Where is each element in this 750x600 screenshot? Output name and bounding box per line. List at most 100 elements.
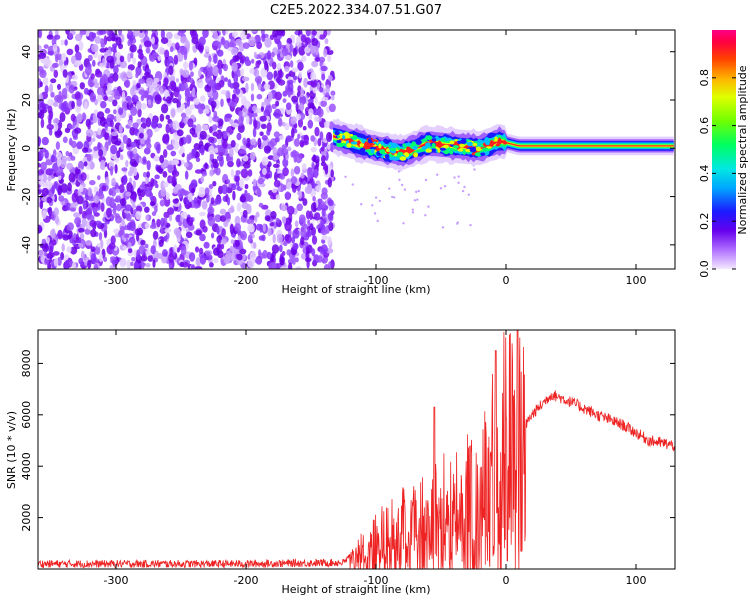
ridge-blotch xyxy=(452,145,459,149)
noise-speckle xyxy=(108,188,113,196)
noise-speckle xyxy=(280,204,288,212)
noise-speckle xyxy=(85,129,94,137)
noise-speckle xyxy=(44,85,49,94)
noise-speckle xyxy=(299,95,306,106)
noise-speckle xyxy=(125,191,132,197)
noise-speckle xyxy=(38,52,47,59)
noise-speckle xyxy=(54,34,61,40)
ridge-blotch xyxy=(399,156,407,161)
noise-speckle xyxy=(190,71,194,77)
noise-speckle xyxy=(166,144,174,151)
noise-speckle xyxy=(232,190,236,201)
noise-speckle xyxy=(41,136,49,146)
noise-speckle xyxy=(427,205,430,208)
noise-speckle xyxy=(270,194,278,200)
noise-speckle xyxy=(66,246,72,253)
noise-speckle xyxy=(295,102,299,113)
noise-speckle xyxy=(229,223,234,235)
noise-speckle xyxy=(127,52,131,63)
noise-speckle xyxy=(208,145,215,155)
noise-speckle xyxy=(213,31,219,40)
x-tick-label: 0 xyxy=(503,574,510,587)
noise-speckle xyxy=(113,93,121,100)
noise-speckle xyxy=(295,266,302,269)
noise-speckle xyxy=(291,95,299,103)
noise-speckle xyxy=(321,155,326,164)
noise-speckle xyxy=(170,108,176,119)
ridge-blotch xyxy=(425,148,432,153)
noise-speckle xyxy=(263,83,271,90)
noise-speckle xyxy=(169,75,176,83)
noise-speckle xyxy=(236,158,241,168)
noise-speckle xyxy=(91,43,99,53)
noise-speckle xyxy=(44,259,49,265)
noise-speckle xyxy=(311,30,318,36)
noise-speckle xyxy=(104,107,111,114)
noise-speckle xyxy=(68,172,76,183)
noise-speckle xyxy=(250,112,258,118)
noise-speckle xyxy=(81,30,87,35)
noise-speckle xyxy=(163,77,169,86)
noise-speckle xyxy=(162,249,168,257)
noise-speckle xyxy=(127,119,133,127)
noise-speckle xyxy=(251,30,257,33)
noise-speckle xyxy=(56,157,62,167)
ridge-blotch xyxy=(415,139,422,145)
noise-speckle xyxy=(168,214,173,222)
ridge-blotch xyxy=(405,142,412,146)
noise-speckle xyxy=(400,183,404,187)
noise-speckle xyxy=(189,127,196,135)
noise-speckle xyxy=(50,91,55,98)
noise-speckle xyxy=(107,96,114,102)
noise-speckle xyxy=(108,160,115,170)
noise-speckle xyxy=(282,217,287,224)
noise-speckle xyxy=(38,136,41,147)
noise-speckle xyxy=(166,31,173,40)
noise-speckle xyxy=(238,116,244,127)
noise-speckle xyxy=(115,36,122,46)
noise-speckle xyxy=(253,68,260,78)
noise-speckle xyxy=(59,112,66,123)
noise-speckle xyxy=(61,52,67,63)
noise-speckle xyxy=(186,216,190,223)
noise-speckle xyxy=(193,203,199,209)
noise-speckle xyxy=(280,148,289,156)
ridge-blotch xyxy=(437,147,441,153)
noise-speckle xyxy=(98,232,103,241)
noise-speckle xyxy=(258,249,262,257)
noise-speckle xyxy=(279,257,285,263)
noise-speckle xyxy=(52,118,60,125)
noise-speckle xyxy=(131,203,136,209)
noise-speckle xyxy=(178,148,184,155)
noise-speckle xyxy=(38,162,41,168)
noise-speckle xyxy=(240,55,246,64)
ridge-blotch xyxy=(336,135,341,138)
noise-speckle xyxy=(294,220,299,228)
ridge-band xyxy=(333,132,674,157)
noise-speckle xyxy=(124,204,132,212)
noise-speckle xyxy=(302,126,307,131)
noise-speckle xyxy=(223,63,228,72)
noise-speckle xyxy=(180,36,188,44)
noise-speckle xyxy=(184,82,188,92)
noise-speckle xyxy=(159,199,166,207)
noise-speckle xyxy=(115,188,121,194)
noise-speckle xyxy=(312,196,316,202)
ridge-blotch xyxy=(467,141,473,147)
noise-speckle xyxy=(74,91,81,101)
noise-speckle xyxy=(43,44,49,49)
noise-speckle xyxy=(225,113,233,119)
noise-speckle xyxy=(53,62,59,68)
noise-speckle xyxy=(160,30,165,39)
noise-speckle xyxy=(56,151,63,160)
noise-speckle xyxy=(112,206,117,215)
noise-speckle xyxy=(111,32,116,42)
noise-speckle xyxy=(156,218,161,228)
noise-speckle xyxy=(230,140,236,148)
noise-speckle xyxy=(124,233,130,239)
noise-speckle xyxy=(280,107,285,114)
noise-speckle xyxy=(116,203,122,212)
noise-speckle xyxy=(320,201,326,209)
noise-speckle xyxy=(289,43,293,53)
noise-speckle xyxy=(265,98,271,104)
